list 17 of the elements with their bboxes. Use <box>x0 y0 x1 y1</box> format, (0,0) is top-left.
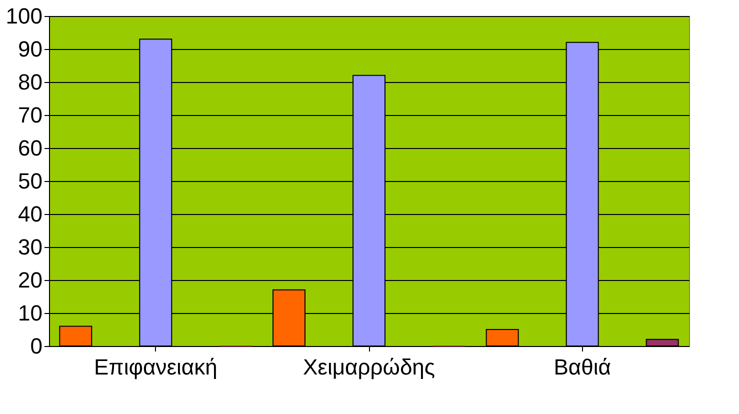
y-tick-label: 50 <box>18 168 42 194</box>
bar <box>59 326 92 346</box>
x-tick-label: Βαθιά <box>554 354 612 380</box>
bar <box>646 338 679 346</box>
y-tick-label: 70 <box>18 102 42 128</box>
y-tick-label: 0 <box>30 334 42 358</box>
y-tick-label: 10 <box>18 300 42 326</box>
y-tick-label: 60 <box>18 136 42 160</box>
y-tick-label: 20 <box>18 268 42 292</box>
bar <box>486 329 519 346</box>
y-tick-label: 90 <box>18 36 42 62</box>
x-tick-label: Χειμαρρώδης <box>302 354 436 380</box>
y-tick-label: 100 <box>6 4 42 28</box>
y-tick-label: 30 <box>18 234 42 260</box>
y-tick-label: 80 <box>18 70 42 94</box>
y-tick-label: 40 <box>18 202 42 226</box>
x-tick-label: Επιφανειακή <box>94 354 218 380</box>
